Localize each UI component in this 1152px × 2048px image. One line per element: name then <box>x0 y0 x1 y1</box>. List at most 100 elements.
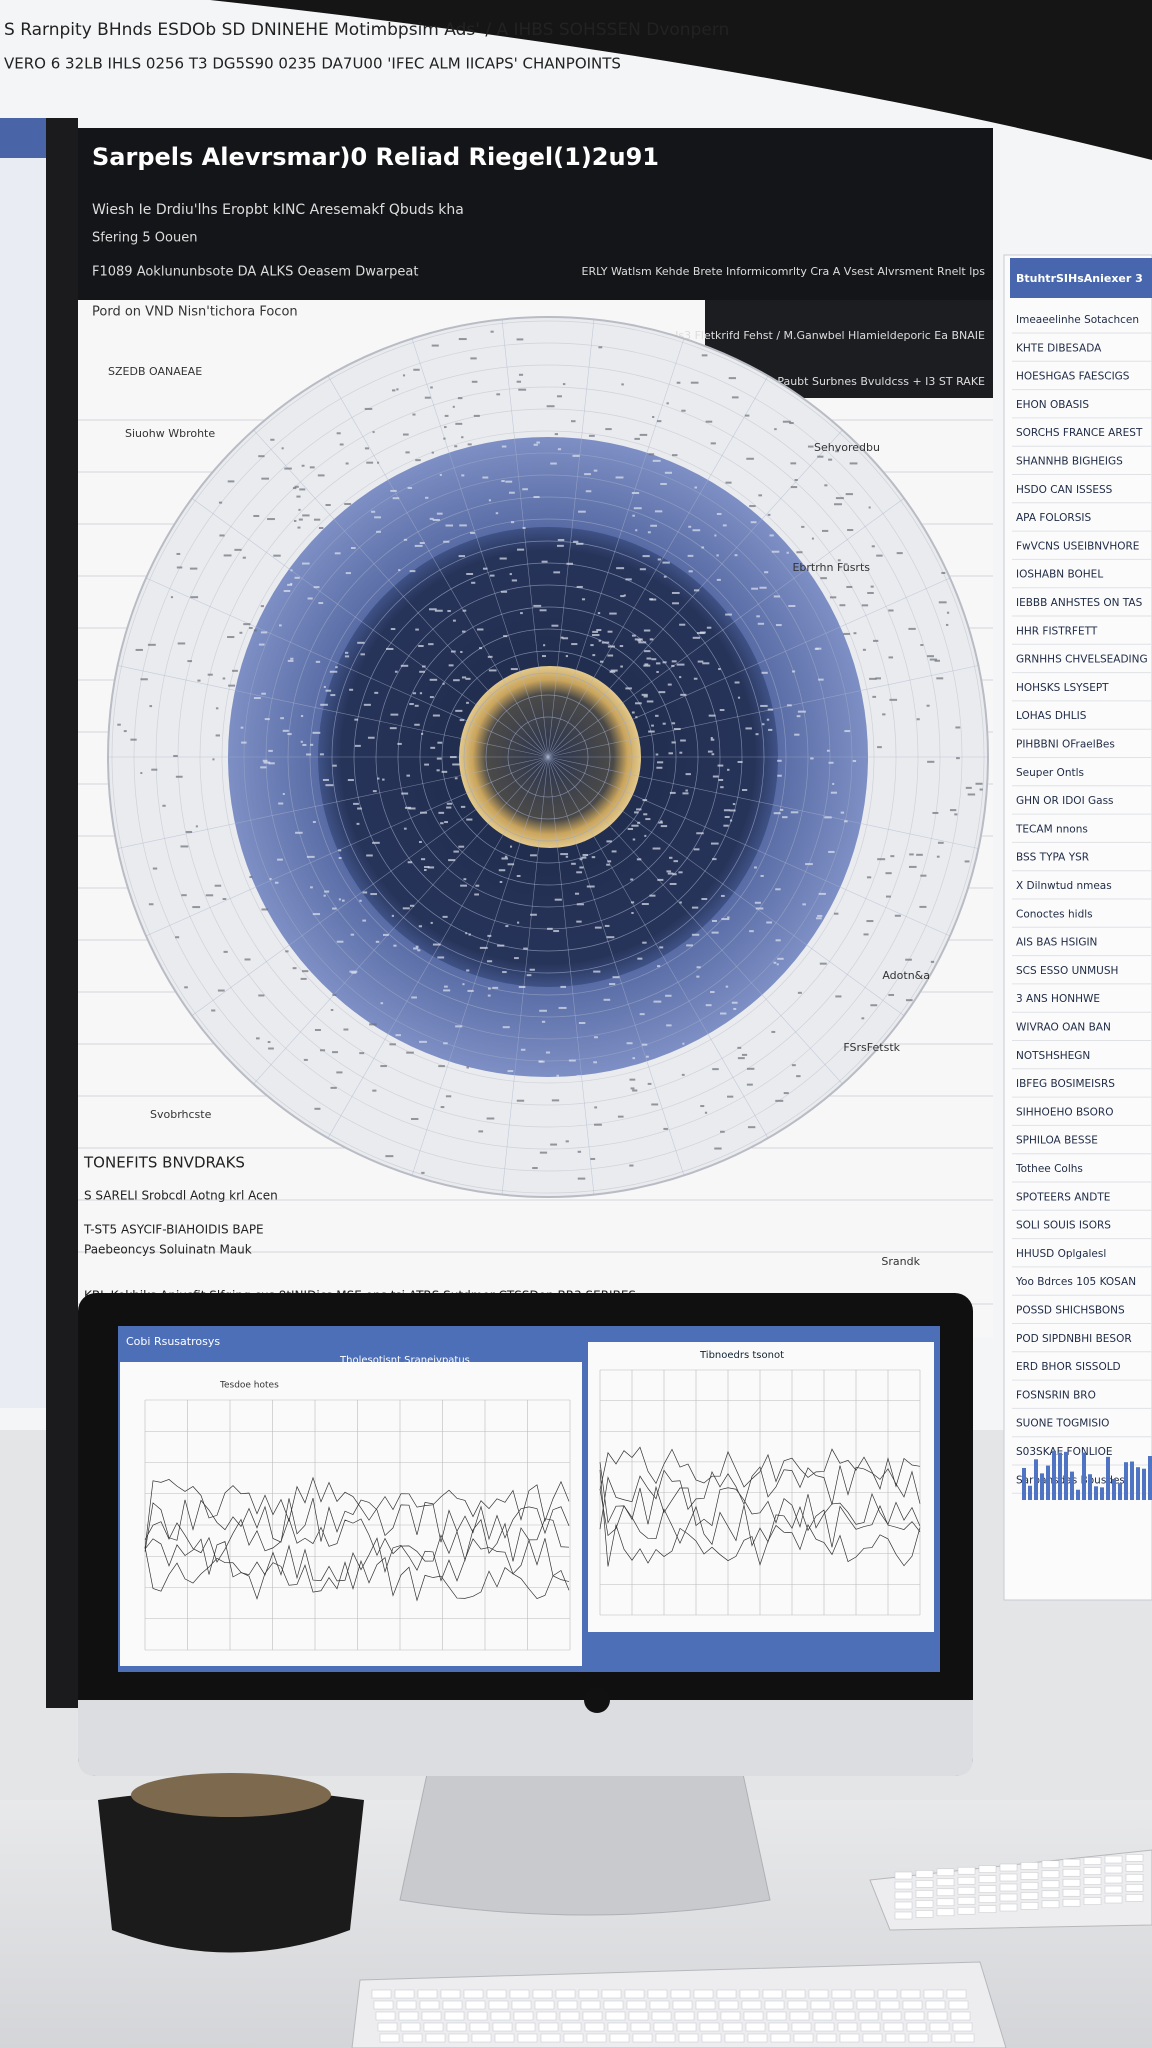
speck <box>162 804 166 807</box>
speck <box>979 788 983 791</box>
speck <box>652 459 661 462</box>
mini-bar <box>1034 1459 1038 1500</box>
speck <box>298 508 301 511</box>
side-item: SIHHOEHO BSORO <box>1016 1106 1113 1118</box>
speck <box>721 918 730 921</box>
speck <box>443 989 451 992</box>
speck <box>130 738 137 741</box>
speck <box>706 626 712 629</box>
spoke <box>547 665 979 758</box>
speck <box>720 786 724 789</box>
speck <box>737 696 741 699</box>
key <box>793 2033 814 2043</box>
speck <box>403 827 407 830</box>
speck <box>280 717 284 720</box>
speck <box>382 778 385 781</box>
speck <box>634 811 639 814</box>
side-item: SHANNHB BIGHEIGS <box>1016 456 1123 468</box>
speck <box>294 576 300 579</box>
speck <box>644 663 649 666</box>
spoke <box>411 338 549 758</box>
speck <box>243 623 251 626</box>
speck <box>672 602 679 605</box>
speck <box>643 813 648 816</box>
speck <box>634 437 640 440</box>
speck <box>319 1049 326 1052</box>
key <box>787 2000 808 2010</box>
speck <box>499 881 503 884</box>
speck <box>367 736 375 739</box>
speck <box>532 1167 538 1170</box>
speck <box>727 768 730 771</box>
key <box>856 2000 877 2010</box>
key <box>465 2000 486 2010</box>
key <box>492 2022 513 2032</box>
speck <box>287 659 294 662</box>
speck <box>766 718 770 721</box>
speck <box>916 853 923 856</box>
side-panel-header <box>1010 258 1152 298</box>
speck <box>419 542 425 545</box>
speck <box>344 503 352 506</box>
key <box>999 1883 1018 1892</box>
speck <box>184 986 188 989</box>
speck <box>734 681 740 684</box>
speck <box>505 925 509 928</box>
top-text: VERO 6 32LB IHLS 0256 T3 DG5S90 0235 DA7… <box>4 55 621 73</box>
speck <box>501 480 505 483</box>
speck <box>215 707 219 710</box>
key <box>624 1989 645 1999</box>
side-item: HSDO CAN ISSESS <box>1016 484 1113 496</box>
key <box>536 2011 557 2021</box>
speck <box>400 664 409 667</box>
speck <box>284 467 292 470</box>
speck <box>755 733 759 736</box>
speck <box>432 714 440 717</box>
speck <box>632 514 635 517</box>
side-item: SORCHS FRANCE AREST <box>1016 427 1143 439</box>
key <box>936 1898 955 1907</box>
key <box>586 2033 607 2043</box>
spoke <box>547 319 595 758</box>
speck <box>258 643 265 646</box>
speck <box>330 694 336 697</box>
speck <box>847 529 854 532</box>
footer-line: TONEFITS BNVDRAKS <box>83 1154 245 1172</box>
key <box>421 2011 442 2021</box>
key <box>724 2033 745 2043</box>
speck <box>292 487 297 490</box>
speck <box>234 548 242 551</box>
speck <box>591 856 596 859</box>
speck <box>607 630 613 633</box>
key <box>695 2000 716 2010</box>
speck <box>215 734 220 737</box>
speck <box>466 969 470 972</box>
speck <box>409 703 414 706</box>
speck <box>782 420 791 423</box>
speck <box>227 636 235 639</box>
speck <box>702 662 710 665</box>
key <box>902 2000 923 2010</box>
speck <box>511 579 518 582</box>
speck <box>322 778 329 781</box>
speck <box>294 485 299 488</box>
speck <box>716 554 719 557</box>
speck <box>724 816 730 819</box>
speck <box>606 840 612 843</box>
key <box>785 1989 806 1999</box>
key <box>999 1873 1018 1882</box>
speck <box>424 396 431 399</box>
speck <box>588 434 595 437</box>
speck <box>453 850 459 853</box>
speck <box>646 657 652 660</box>
speck <box>404 806 411 809</box>
speck <box>554 433 559 436</box>
key <box>936 1868 955 1877</box>
speck <box>686 944 693 947</box>
key <box>885 2033 906 2043</box>
speck <box>212 758 215 761</box>
speck <box>467 989 474 992</box>
speck <box>372 1089 377 1092</box>
speck <box>492 986 499 989</box>
speck <box>557 538 565 541</box>
